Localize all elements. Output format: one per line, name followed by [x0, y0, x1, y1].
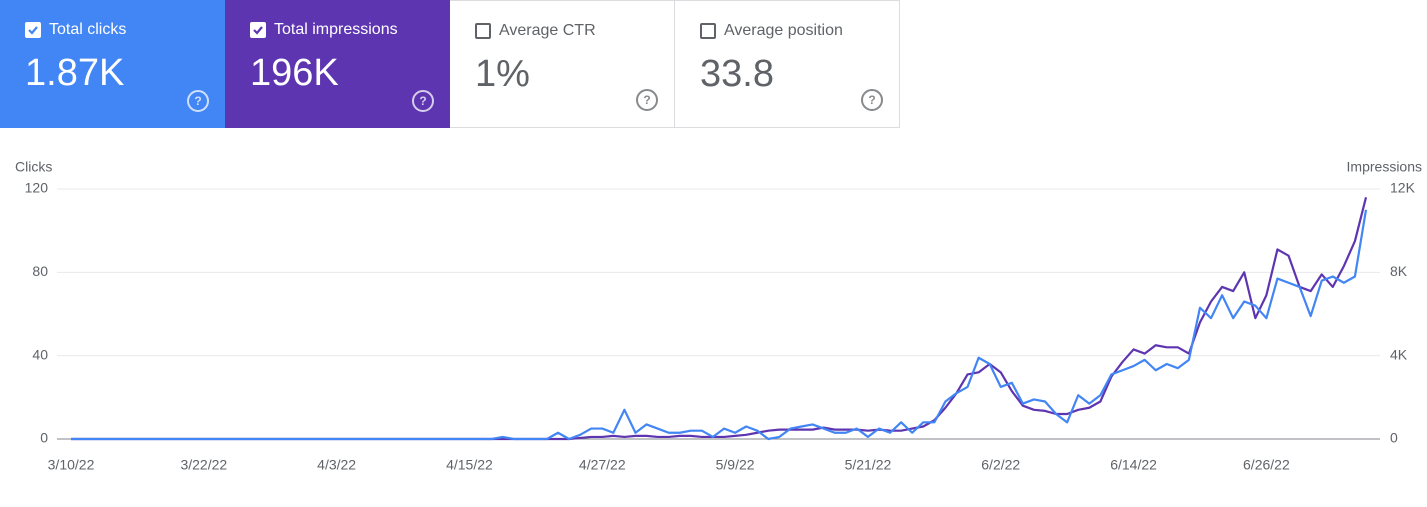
x-tick-label: 5/9/22	[716, 457, 755, 473]
series-line	[71, 197, 1368, 441]
chart: Clicks Impressions 0 40 80 120 0 4K 8K 12K 3/10/…	[15, 159, 1422, 473]
check-mark	[253, 26, 263, 35]
y-tick-label: 40	[32, 346, 48, 362]
card-value: 196K	[250, 52, 339, 94]
card-label: Average CTR	[499, 22, 596, 39]
help-icon[interactable]: ?	[861, 89, 883, 111]
series-line	[71, 209, 1368, 441]
y-tick-label: 80	[32, 263, 48, 279]
card-label: Total clicks	[49, 21, 127, 38]
x-tick-label: 4/3/22	[317, 457, 356, 473]
card-label-row: Average position	[700, 22, 843, 40]
x-tick-label: 5/21/22	[845, 457, 892, 473]
help-icon[interactable]: ?	[636, 89, 658, 111]
x-tick-label: 4/15/22	[446, 457, 493, 473]
x-tick-label: 6/14/22	[1110, 457, 1157, 473]
card-label-row: Total impressions	[250, 21, 398, 39]
card-value: 1.87K	[25, 52, 125, 94]
y2-tick-label: 0	[1390, 430, 1398, 446]
metric-card[interactable]: Total clicks 1.87K?	[0, 0, 225, 128]
check-mark	[28, 26, 38, 35]
checkbox[interactable]	[25, 22, 41, 38]
metric-card[interactable]: Average position 33.8?	[675, 0, 900, 128]
card-value: 33.8	[700, 53, 774, 95]
checkbox[interactable]	[250, 22, 266, 38]
card-value: 1%	[475, 53, 530, 95]
y-tick-label: 0	[40, 430, 48, 446]
card-label: Average position	[724, 22, 843, 39]
y2-tick-label: 12K	[1390, 180, 1416, 196]
checkbox[interactable]	[700, 23, 716, 39]
checkbox[interactable]	[475, 23, 491, 39]
y2-tick-label: 8K	[1390, 263, 1408, 279]
x-tick-label: 3/10/22	[48, 457, 95, 473]
help-icon[interactable]: ?	[187, 90, 209, 112]
y-tick-label: 120	[25, 180, 49, 196]
y2-tick-label: 4K	[1390, 346, 1408, 362]
y2-axis-label: Impressions	[1347, 159, 1422, 175]
card-label-row: Total clicks	[25, 21, 126, 39]
card-label: Total impressions	[274, 21, 398, 38]
x-tick-label: 6/2/22	[981, 457, 1020, 473]
help-icon[interactable]: ?	[412, 90, 434, 112]
x-tick-label: 3/22/22	[180, 457, 227, 473]
y-axis-label: Clicks	[15, 159, 52, 175]
card-label-row: Average CTR	[475, 22, 596, 40]
x-tick-label: 6/26/22	[1243, 457, 1290, 473]
metric-card[interactable]: Total impressions 196K?	[225, 0, 450, 128]
x-tick-label: 4/27/22	[579, 457, 626, 473]
metric-card[interactable]: Average CTR 1%?	[450, 0, 675, 128]
